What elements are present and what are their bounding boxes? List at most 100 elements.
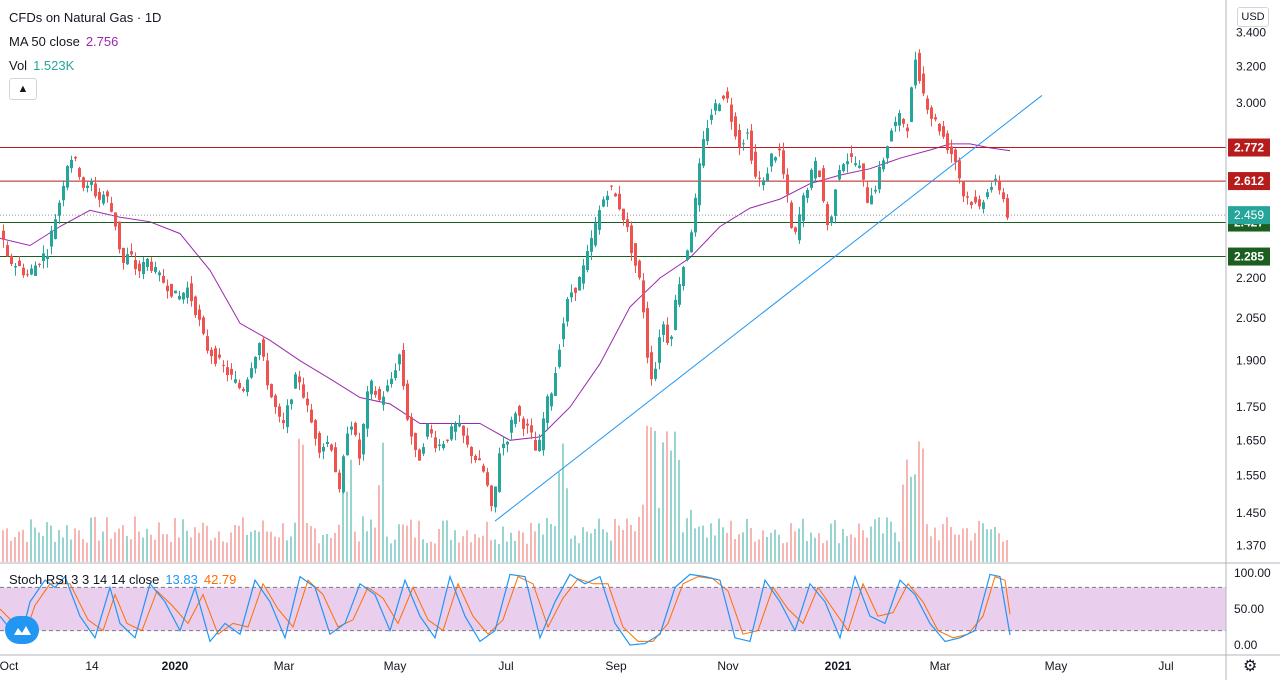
time-tick-label: Jul bbox=[498, 659, 513, 673]
candle-body bbox=[402, 350, 405, 387]
candle-body bbox=[14, 265, 17, 268]
candle-body bbox=[42, 253, 45, 262]
currency-button[interactable]: USD bbox=[1237, 7, 1269, 27]
volume-bar bbox=[358, 541, 360, 562]
candle-body bbox=[26, 274, 29, 276]
stoch-d-value: 42.79 bbox=[203, 572, 237, 587]
stoch-d-line bbox=[0, 575, 1011, 642]
volume-bar bbox=[850, 534, 852, 562]
candle-body bbox=[910, 87, 913, 122]
volume-bar bbox=[874, 519, 876, 562]
candle-body bbox=[846, 161, 849, 165]
candle-body bbox=[254, 356, 257, 369]
volume-bar bbox=[826, 540, 828, 562]
candle-body bbox=[70, 159, 73, 169]
volume-bar bbox=[86, 542, 88, 562]
candle-body bbox=[2, 230, 5, 240]
vol-legend: Vol 1.523K bbox=[9, 58, 74, 74]
volume-bar bbox=[114, 532, 116, 562]
candle-body bbox=[342, 456, 345, 493]
volume-bar bbox=[82, 539, 84, 562]
volume-bar bbox=[218, 531, 220, 562]
volume-bar bbox=[250, 531, 252, 562]
volume-bar bbox=[786, 542, 788, 562]
candle-body bbox=[82, 177, 85, 188]
volume-bar bbox=[714, 535, 716, 562]
candle-body bbox=[154, 266, 157, 272]
tradingview-logo[interactable] bbox=[5, 616, 39, 644]
volume-bar bbox=[166, 534, 168, 562]
volume-bar bbox=[990, 529, 992, 562]
volume-bar bbox=[458, 542, 460, 562]
candle-body bbox=[666, 324, 669, 343]
volume-bar bbox=[682, 532, 684, 562]
volume-bar bbox=[242, 517, 244, 562]
stoch-rsi-pane bbox=[0, 573, 1226, 646]
candle-body bbox=[90, 181, 93, 185]
time-tick-label: May bbox=[1045, 659, 1068, 673]
candle-body bbox=[234, 379, 237, 383]
volume-bar bbox=[38, 532, 40, 562]
candle-body bbox=[842, 164, 845, 172]
volume-bar bbox=[498, 543, 500, 562]
candle-body bbox=[806, 189, 809, 199]
volume-bar bbox=[726, 532, 728, 562]
volume-bar bbox=[854, 537, 856, 562]
volume-bar bbox=[602, 529, 604, 562]
volume-bar bbox=[178, 537, 180, 562]
volume-bar bbox=[806, 541, 808, 562]
symbol-title: CFDs on Natural Gas · 1D bbox=[9, 10, 162, 25]
ma-50-layer bbox=[0, 143, 1011, 441]
price-tag bbox=[1228, 138, 1270, 157]
volume-bar bbox=[50, 525, 52, 562]
volume-bar bbox=[998, 533, 1000, 562]
candle-body bbox=[250, 368, 253, 378]
candle-body bbox=[306, 398, 309, 406]
candle-body bbox=[270, 384, 273, 398]
candle-body bbox=[758, 177, 761, 179]
candle-body bbox=[450, 426, 453, 440]
candle-body bbox=[970, 202, 973, 206]
candle-body bbox=[610, 185, 613, 187]
volume-bar bbox=[202, 522, 204, 562]
candle-body bbox=[282, 420, 285, 424]
volume-bar bbox=[158, 522, 160, 562]
volume-bar bbox=[234, 524, 236, 562]
volume-bar bbox=[902, 484, 904, 562]
candle-body bbox=[302, 384, 305, 398]
volume-bar bbox=[222, 541, 224, 562]
candle-body bbox=[562, 323, 565, 340]
volume-bar bbox=[922, 448, 924, 562]
candle-body bbox=[182, 292, 185, 300]
candle-body bbox=[770, 153, 773, 167]
time-tick-label: 14 bbox=[85, 659, 99, 673]
volume-bar bbox=[546, 517, 548, 562]
volume-bar bbox=[174, 518, 176, 562]
candle-body bbox=[78, 168, 81, 177]
volume-bar bbox=[982, 523, 984, 562]
candle-body bbox=[110, 203, 113, 212]
candle-body bbox=[482, 465, 485, 472]
volume-bar bbox=[238, 525, 240, 562]
collapse-legend-button[interactable]: ▲ bbox=[9, 78, 37, 100]
candle-body bbox=[642, 280, 645, 313]
time-tick-label: Oct bbox=[0, 659, 19, 673]
candle-body bbox=[650, 352, 653, 380]
candle-body bbox=[698, 163, 701, 206]
volume-bar bbox=[1002, 541, 1004, 562]
candle-body bbox=[786, 174, 789, 195]
candle-body bbox=[658, 337, 661, 363]
candle-body bbox=[882, 160, 885, 170]
gear-icon[interactable]: ⚙ bbox=[1243, 658, 1258, 675]
candle-body bbox=[926, 98, 929, 110]
candle-body bbox=[746, 132, 749, 134]
candle-body bbox=[870, 195, 873, 205]
volume-bar bbox=[470, 542, 472, 562]
candle-body bbox=[958, 160, 961, 179]
volume-bar bbox=[210, 540, 212, 562]
volume-bar bbox=[398, 524, 400, 562]
candle-body bbox=[406, 383, 409, 420]
stoch-legend: Stoch RSI 3 3 14 14 close 13.83 42.79 bbox=[9, 572, 236, 588]
candle-body bbox=[222, 364, 225, 366]
